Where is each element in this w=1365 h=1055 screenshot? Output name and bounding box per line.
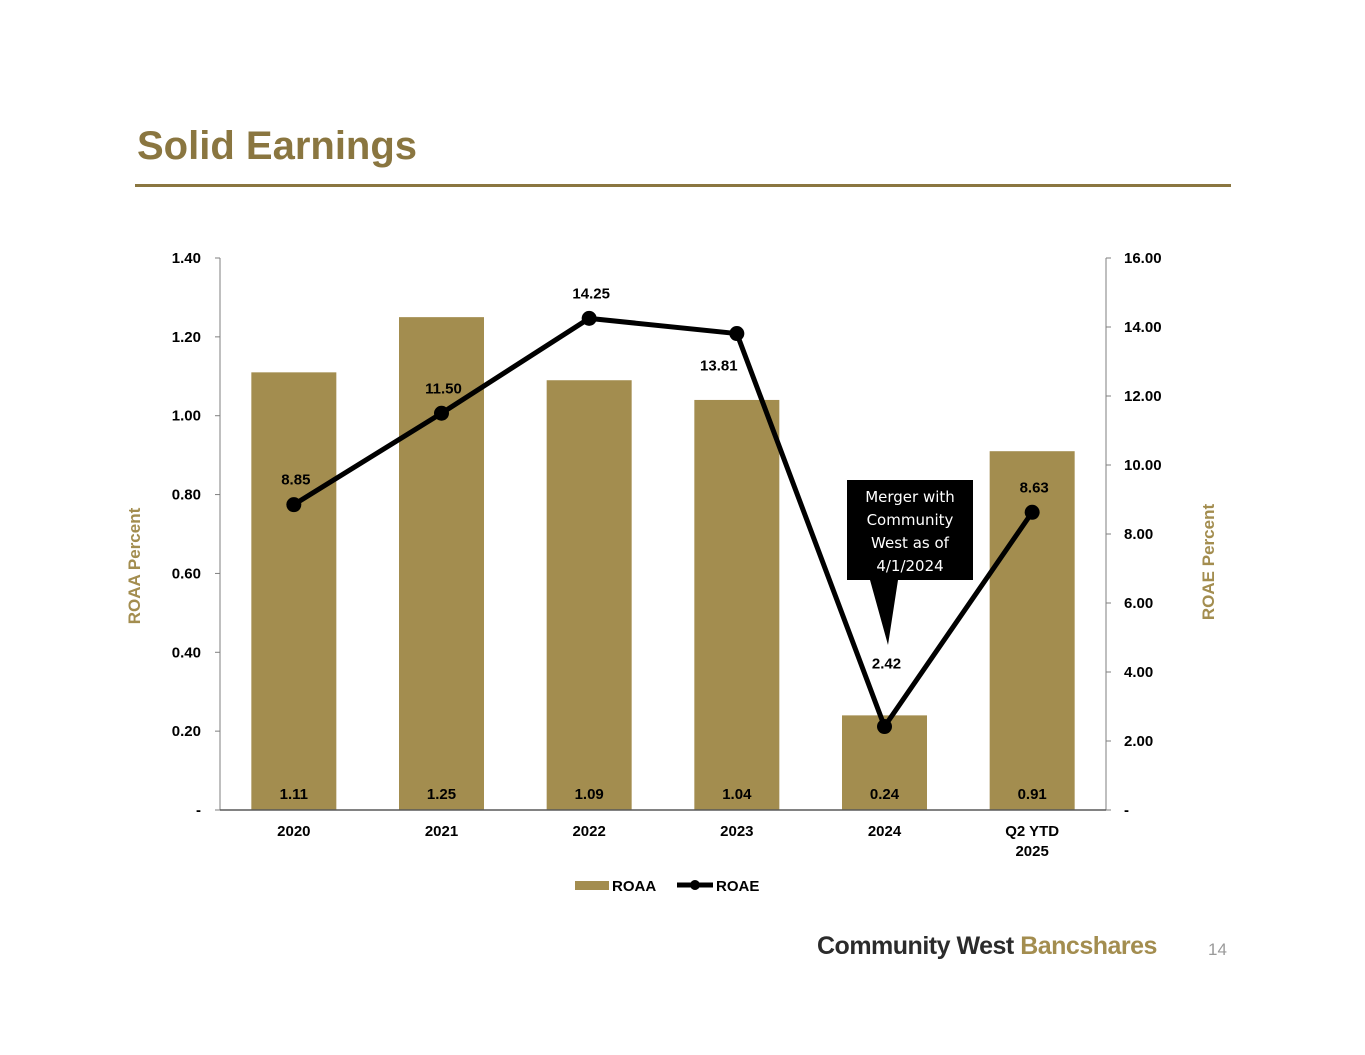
right-axis-tick-label: 4.00: [1124, 664, 1153, 681]
left-axis-tick-label: 1.00: [172, 408, 201, 425]
roaa-value-label: 0.24: [870, 786, 900, 803]
roaa-value-label: 0.91: [1018, 786, 1047, 803]
roae-value-label: 8.63: [1020, 479, 1049, 496]
roae-point: [877, 719, 892, 735]
right-axis-tick-label: 14.00: [1124, 319, 1162, 336]
roae-line-series: [286, 310, 1040, 735]
right-axis-tick-label: 10.00: [1124, 457, 1162, 474]
roaa-bars: [251, 317, 1075, 810]
callout-text-line: 4/1/2024: [876, 557, 943, 575]
x-axis-category-label: 2022: [572, 823, 605, 840]
merger-callout: Merger with Community West as of 4/1/2024: [847, 480, 973, 645]
x-axis-category-label: Q2 YTD: [1005, 823, 1059, 840]
right-axis-tick-label: 6.00: [1124, 595, 1153, 612]
left-axis-tick-label: 0.80: [172, 487, 201, 504]
roae-value-label: 8.85: [281, 472, 310, 489]
roaa-value-label: 1.04: [722, 786, 752, 803]
callout-text-line: West as of: [871, 534, 950, 552]
roaa-bar: [546, 380, 632, 810]
right-axis-tick-label: 12.00: [1124, 388, 1162, 405]
page-number: 14: [1208, 940, 1227, 959]
roae-point: [729, 326, 745, 342]
company-logo: Community West Bancshares: [817, 932, 1157, 961]
legend-roaa-label: ROAA: [612, 878, 656, 895]
chart-axes: - 0.20 0.40 0.60 0.80 1.00 1.20 1.40 - 2.00 4.00 6.…: [125, 250, 1218, 860]
roaa-value-label: 1.09: [575, 786, 604, 803]
legend-roaa-swatch: [575, 881, 609, 890]
left-axis-tick-label: 0.60: [172, 565, 201, 582]
roae-point: [1024, 504, 1040, 520]
callout-text-line: Merger with: [865, 488, 955, 506]
roaa-bar: [399, 317, 484, 810]
roae-value-label: 14.25: [572, 285, 610, 302]
x-axis-category-label: 2025: [1015, 843, 1048, 860]
logo-text-accent: Bancshares: [1020, 932, 1157, 960]
x-axis-category-label: 2024: [868, 823, 902, 840]
x-axis-category-label: 2021: [425, 823, 458, 840]
roae-point: [286, 497, 302, 513]
callout-box: [847, 480, 973, 645]
logo-text-primary: Community West: [817, 932, 1014, 960]
chart-legend: ROAA ROAE: [575, 878, 759, 895]
left-axis-tick-label: 1.20: [172, 329, 201, 346]
roaa-bar: [694, 399, 780, 810]
title-divider: [135, 184, 1231, 187]
roae-line: [292, 315, 1035, 730]
roae-value-label: 2.42: [872, 656, 901, 673]
right-axis-tick-label: 2.00: [1124, 733, 1153, 750]
roae-point: [581, 310, 597, 326]
left-axis-tick-label: -: [196, 802, 201, 819]
left-axis-tick-label: 0.40: [172, 644, 201, 661]
callout-text-line: Community: [867, 511, 954, 529]
legend-roae-marker: [690, 880, 700, 890]
x-axis-category-label: 2020: [277, 823, 310, 840]
roae-value-label: 11.50: [425, 380, 462, 397]
roae-point: [434, 405, 449, 421]
left-axis-tick-label: 0.20: [172, 723, 201, 740]
right-axis-tick-label: 8.00: [1124, 526, 1153, 543]
legend-roae-label: ROAE: [716, 878, 759, 895]
right-axis-tick-label: -: [1124, 802, 1129, 819]
left-axis-title: ROAA Percent: [125, 507, 144, 624]
right-axis-tick-label: 16.00: [1124, 250, 1162, 267]
roaa-value-label: 1.25: [427, 786, 456, 803]
right-axis-title: ROAE Percent: [1199, 504, 1218, 621]
roaa-bar: [251, 372, 337, 810]
roaa-value-label: 1.11: [280, 786, 308, 803]
chart-data-labels: 1.11 1.25 1.09 1.04 0.24 0.91 8.85 11.50 14.25 13…: [280, 285, 1049, 803]
left-axis-tick-label: 1.40: [172, 250, 201, 267]
roae-value-label: 13.81: [700, 358, 738, 375]
x-axis-category-label: 2023: [720, 823, 753, 840]
slide-title: Solid Earnings: [137, 124, 418, 168]
